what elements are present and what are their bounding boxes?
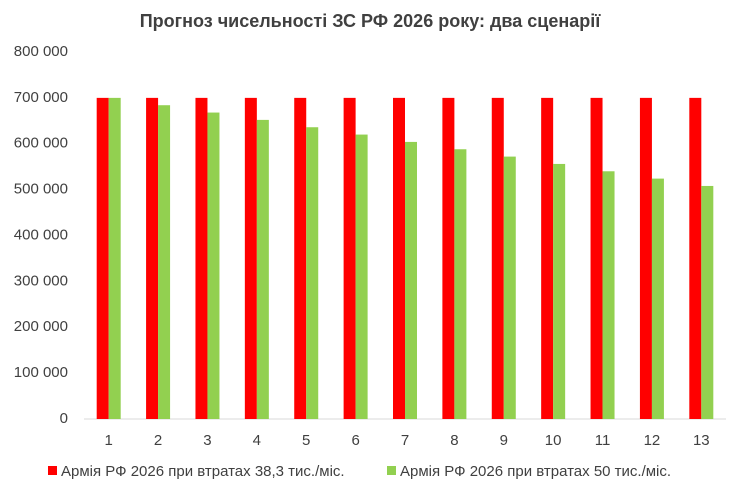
y-tick-label: 800 000	[14, 43, 68, 60]
x-tick-label: 13	[693, 432, 710, 449]
y-tick-label: 500 000	[14, 181, 68, 198]
bar	[108, 97, 121, 419]
x-tick-label: 10	[545, 432, 562, 449]
y-tick-label: 100 000	[14, 364, 68, 381]
legend-label: Армія РФ 2026 при втратах 38,3 тис./міс.	[61, 463, 345, 480]
y-tick-label: 600 000	[14, 135, 68, 152]
bar	[393, 97, 405, 419]
legend-swatch	[48, 466, 57, 475]
bar	[195, 97, 208, 419]
y-tick-label: 400 000	[14, 226, 68, 243]
bar	[355, 134, 368, 419]
x-tick-label: 3	[203, 432, 211, 449]
bar	[294, 97, 307, 419]
x-tick-label: 7	[401, 432, 409, 449]
bar	[454, 149, 467, 419]
x-tick-label: 1	[105, 432, 113, 449]
legend-label: Армія РФ 2026 при втратах 50 тис./міс.	[400, 463, 671, 480]
bar	[689, 97, 702, 419]
bar	[491, 97, 504, 419]
y-tick-label: 700 000	[14, 89, 68, 106]
bar	[306, 127, 319, 420]
bar	[244, 97, 257, 419]
x-tick-label: 5	[302, 432, 310, 449]
x-tick-label: 4	[253, 432, 261, 449]
bar	[256, 119, 269, 420]
chart-title: Прогноз чисельності ЗС РФ 2026 року: два…	[140, 11, 602, 31]
y-tick-label: 300 000	[14, 272, 68, 289]
bar	[158, 105, 171, 419]
bar	[503, 156, 516, 419]
bar	[553, 163, 566, 419]
x-tick-label: 9	[500, 432, 508, 449]
bar	[639, 97, 652, 419]
bar	[343, 97, 356, 419]
bar	[541, 97, 554, 419]
x-tick-label: 11	[595, 432, 611, 449]
bar	[442, 97, 455, 419]
x-tick-label: 8	[450, 432, 458, 449]
bar	[651, 178, 664, 419]
bar	[405, 141, 417, 420]
bar	[701, 185, 714, 419]
bar	[590, 97, 603, 419]
x-tick-label: 6	[351, 432, 359, 449]
bar	[207, 112, 220, 420]
y-tick-label: 0	[60, 410, 68, 427]
legend-swatch	[387, 466, 396, 475]
x-tick-label: 12	[644, 432, 661, 449]
y-tick-label: 200 000	[14, 318, 68, 335]
x-tick-label: 2	[154, 432, 162, 449]
bar	[96, 97, 109, 419]
bar	[602, 171, 615, 419]
bar	[146, 97, 159, 419]
